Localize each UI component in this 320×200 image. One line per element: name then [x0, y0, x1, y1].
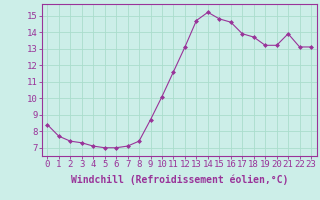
X-axis label: Windchill (Refroidissement éolien,°C): Windchill (Refroidissement éolien,°C) — [70, 175, 288, 185]
